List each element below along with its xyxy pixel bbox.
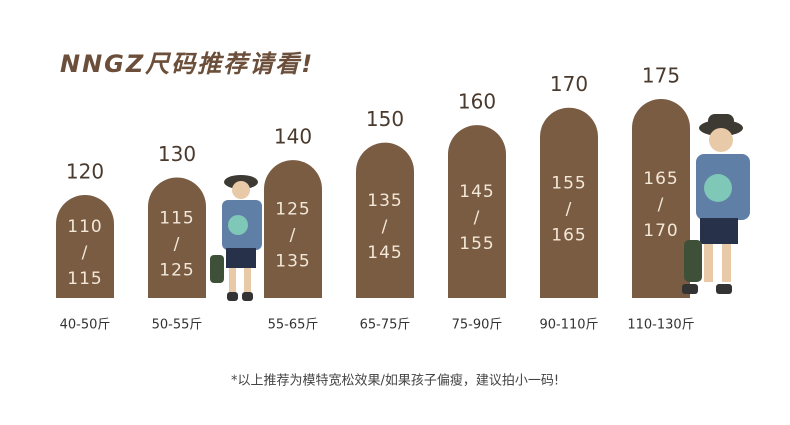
fit-max: 165 — [551, 225, 586, 245]
note: *以上推荐为模特宽松效果/如果孩子偏瘦，建议拍小一码! — [231, 373, 559, 389]
fit-separator: / — [382, 217, 389, 237]
size-bar — [448, 125, 506, 298]
weight-label: 55-65斤 — [268, 318, 319, 333]
size-label: 170 — [550, 72, 588, 96]
size-label: 150 — [366, 107, 404, 131]
size-label: 140 — [274, 125, 312, 149]
size-bar — [632, 99, 690, 298]
fit-min: 165 — [643, 169, 678, 189]
size-label: 175 — [642, 64, 680, 88]
fit-min: 155 — [551, 173, 586, 193]
weight-label: 90-110斤 — [539, 318, 598, 333]
fit-max: 115 — [67, 269, 102, 289]
child-figure — [682, 114, 750, 294]
weight-label: 65-75斤 — [360, 318, 411, 333]
fit-min: 135 — [367, 191, 402, 211]
size-bar — [148, 177, 206, 298]
fit-min: 110 — [67, 217, 102, 237]
weight-label: 40-50斤 — [60, 318, 111, 333]
fit-max: 170 — [643, 221, 678, 241]
size-bar — [356, 142, 414, 298]
size-bar — [56, 195, 114, 298]
size-label: 130 — [158, 142, 196, 166]
fit-max: 145 — [367, 243, 402, 263]
size-bar — [540, 107, 598, 299]
fit-max: 155 — [459, 234, 494, 254]
child-figure — [210, 175, 262, 301]
size-label: 160 — [458, 90, 496, 114]
fit-min: 145 — [459, 182, 494, 202]
fit-separator: / — [566, 199, 573, 219]
weight-label: 75-90斤 — [452, 318, 503, 333]
fit-min: 125 — [275, 200, 310, 220]
fit-separator: / — [82, 243, 89, 263]
fit-max: 125 — [159, 260, 194, 280]
weight-label: 50-55斤 — [152, 318, 203, 333]
fit-separator: / — [174, 234, 181, 254]
title: NNGZ尺码推荐请看! — [60, 50, 314, 78]
fit-separator: / — [658, 195, 665, 215]
fit-separator: / — [290, 226, 297, 246]
weight-label: 110-130斤 — [627, 318, 694, 333]
fit-min: 115 — [159, 208, 194, 228]
fit-max: 135 — [275, 252, 310, 272]
fit-separator: / — [474, 208, 481, 228]
size-label: 120 — [66, 160, 104, 184]
size-bar — [264, 160, 322, 298]
